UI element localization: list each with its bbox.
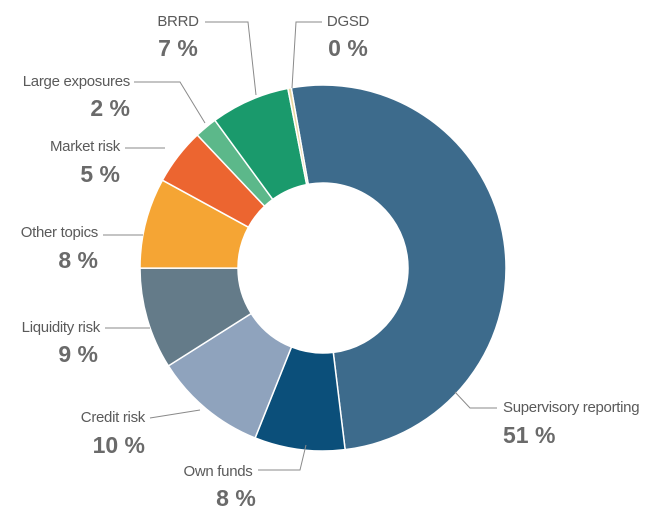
segment-label: BRRD: [157, 13, 199, 30]
segment-value: 51 %: [503, 422, 555, 448]
segment-label: Own funds: [183, 463, 252, 480]
leader-line: [454, 391, 497, 409]
segment-value: 9 %: [58, 341, 98, 367]
segment-label: Other topics: [21, 224, 98, 241]
leader-line: [258, 444, 307, 471]
leader-line: [205, 21, 257, 96]
segment-value: 8 %: [216, 485, 256, 511]
segment-label: Market risk: [50, 138, 121, 155]
leader-line: [134, 81, 206, 124]
segment-value: 0 %: [328, 35, 368, 61]
leader-line: [149, 409, 201, 419]
segment-value: 2 %: [90, 95, 130, 121]
leader-line: [291, 21, 322, 89]
segment-label: Large exposures: [23, 73, 130, 90]
donut-segment: [286, 86, 310, 186]
segment-value: 8 %: [58, 247, 98, 273]
segment-label: Credit risk: [81, 409, 146, 426]
donut-segment: [290, 84, 507, 451]
segment-value: 10 %: [93, 432, 145, 458]
segment-label: Supervisory reporting: [503, 399, 639, 416]
segment-label: DGSD: [327, 13, 370, 30]
segment-value: 5 %: [80, 161, 120, 187]
segment-label: Liquidity risk: [22, 319, 101, 336]
segment-value: 7 %: [158, 35, 198, 61]
